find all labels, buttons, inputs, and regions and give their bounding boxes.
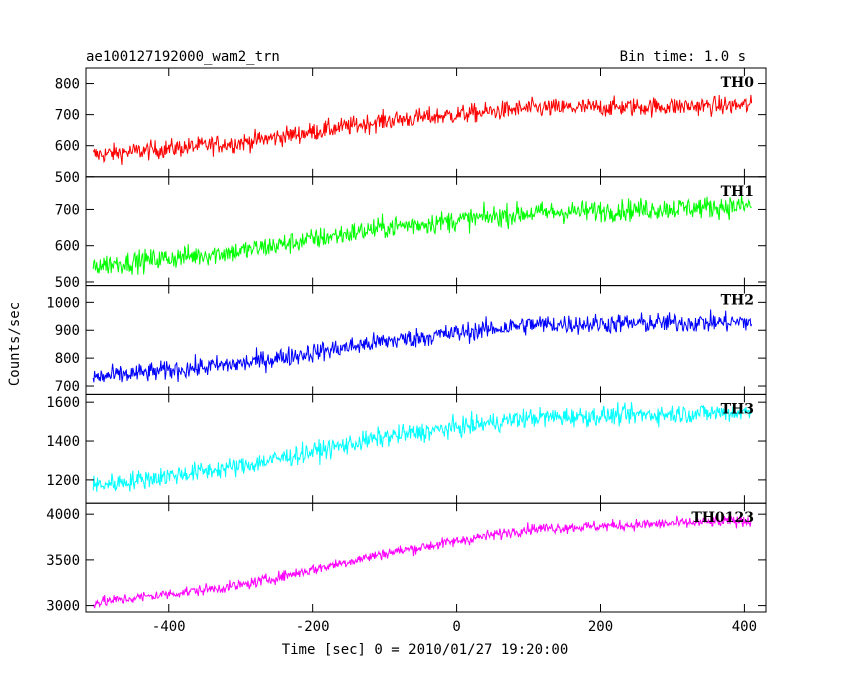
y-axis-label: Counts/sec xyxy=(7,302,23,386)
panel-th1: 500 600 700 TH1 xyxy=(55,176,767,291)
panel-th0123: 3000 3500 4000 TH0123 xyxy=(46,502,767,615)
panel-name: TH3 xyxy=(721,401,754,417)
panels: 500 600 700 800 TH0 500 600 700 TH1 700 800 900 1000… xyxy=(46,67,767,615)
y-tick-label: 700 xyxy=(55,202,80,218)
y-tick-label: 600 xyxy=(55,139,80,155)
x-tick-label: -400 xyxy=(152,619,186,635)
chart-title: ae100127192000_wam2_trn xyxy=(86,49,280,65)
y-tick-label: 600 xyxy=(55,239,80,255)
y-tick-label: 3000 xyxy=(46,599,80,615)
series-th0123 xyxy=(92,515,753,609)
panel-name: TH1 xyxy=(721,184,754,200)
x-tick-label: -200 xyxy=(296,619,330,635)
x-axis: -400 -200 0 200 400 xyxy=(152,619,757,635)
panel-th3: 1200 1400 1600 TH3 xyxy=(46,393,767,504)
series-th2 xyxy=(92,309,753,383)
panel-frame xyxy=(85,67,767,178)
series-th1 xyxy=(92,195,752,275)
y-tick-label: 3500 xyxy=(46,553,80,569)
panel-frame xyxy=(85,502,767,613)
bin-time-label: Bin time: 1.0 s xyxy=(620,49,746,65)
y-tick-label: 700 xyxy=(55,379,80,395)
y-tick-label: 800 xyxy=(55,351,80,367)
series-th0 xyxy=(92,94,753,165)
panel-name: TH0 xyxy=(721,75,755,91)
panel-name: TH2 xyxy=(721,293,754,309)
y-tick-label: 900 xyxy=(55,323,80,339)
y-tick-label: 500 xyxy=(55,275,80,291)
x-axis-label: Time [sec] 0 = 2010/01/27 19:20:00 xyxy=(282,642,569,658)
panel-name: TH0123 xyxy=(691,510,754,526)
y-tick-label: 1600 xyxy=(46,395,80,411)
y-tick-label: 1000 xyxy=(46,295,80,311)
panel-th2: 700 800 900 1000 TH2 xyxy=(46,285,767,395)
series-th3 xyxy=(92,402,752,492)
panel-frame xyxy=(85,176,767,287)
x-tick-label: 400 xyxy=(732,619,757,635)
y-tick-label: 800 xyxy=(55,77,80,93)
x-tick-label: 0 xyxy=(452,619,460,635)
y-tick-label: 700 xyxy=(55,108,80,124)
y-tick-label: 1400 xyxy=(46,434,80,450)
y-tick-label: 1200 xyxy=(46,473,80,489)
panel-frame xyxy=(85,393,767,504)
x-tick-label: 200 xyxy=(588,619,613,635)
y-tick-label: 500 xyxy=(55,170,80,186)
panel-th0: 500 600 700 800 TH0 xyxy=(55,67,767,186)
y-tick-label: 4000 xyxy=(46,507,80,523)
